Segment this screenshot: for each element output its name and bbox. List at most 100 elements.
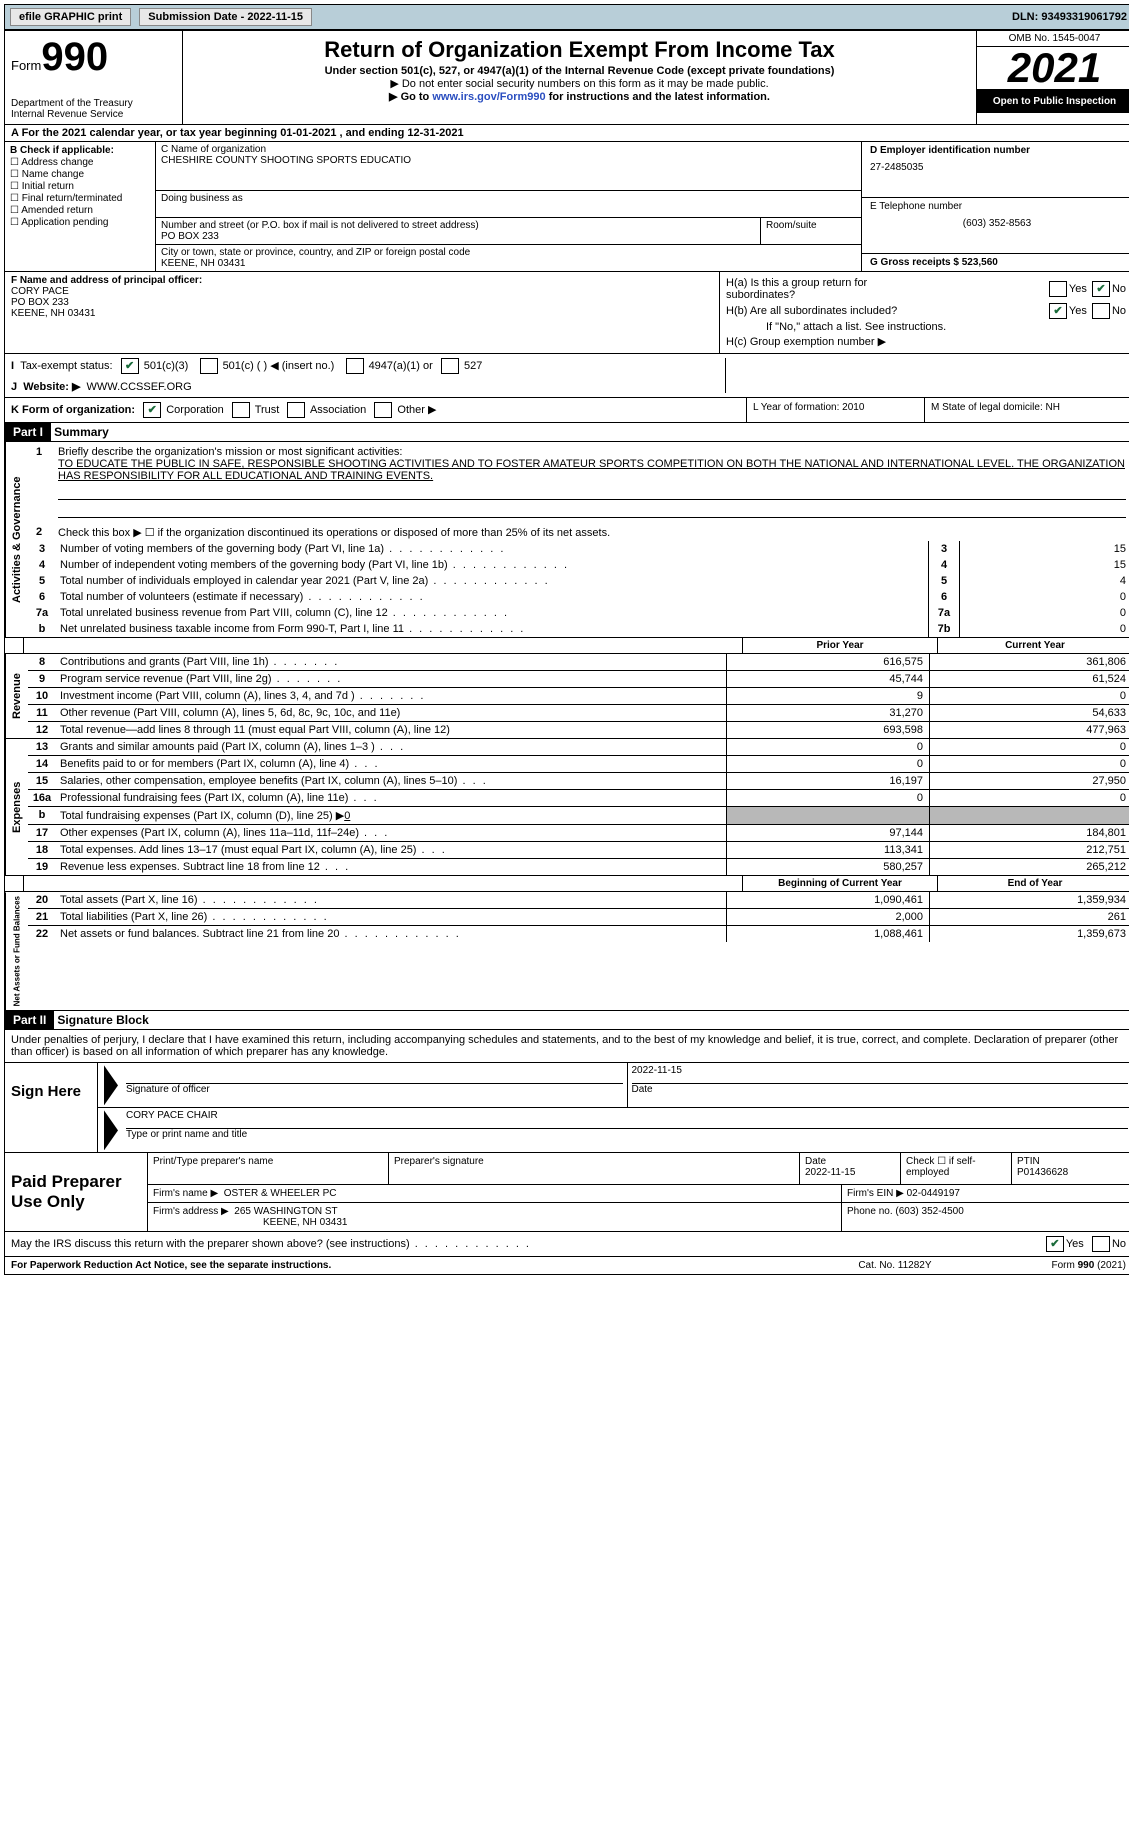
expense-line-16a: 16aProfessional fundraising fees (Part I… [28, 790, 1129, 807]
revenue-line-8: 8Contributions and grants (Part VIII, li… [28, 654, 1129, 671]
h-section: H(a) Is this a group return for subordin… [720, 272, 1129, 353]
phone-value: (603) 352-8563 [870, 218, 1124, 229]
expense-line-16b: bTotal fundraising expenses (Part IX, co… [28, 807, 1129, 825]
gross-cell: G Gross receipts $ 523,560 [862, 254, 1129, 271]
expense-line-14: 14Benefits paid to or for members (Part … [28, 756, 1129, 773]
chk-corp[interactable]: ✔ [143, 402, 161, 418]
city-value: KEENE, NH 03431 [161, 258, 856, 269]
chk-501c3[interactable]: ✔ [121, 358, 139, 374]
chk-other[interactable] [374, 402, 392, 418]
ptin-label: PTIN [1017, 1156, 1127, 1167]
officer-sig-label: Signature of officer [126, 1084, 623, 1095]
sig-date: 2022-11-15 [632, 1065, 1129, 1084]
vtab-netassets: Net Assets or Fund Balances [5, 892, 28, 1010]
officer-cell: F Name and address of principal officer:… [5, 272, 720, 353]
col-b-title: B Check if applicable: [10, 145, 150, 156]
end-year-hdr: End of Year [938, 876, 1129, 891]
goto-post: for instructions and the latest informat… [546, 91, 770, 103]
ha-no[interactable]: ✔ [1092, 281, 1110, 297]
hb-note: If "No," attach a list. See instructions… [726, 321, 1126, 333]
begin-year-hdr: Beginning of Current Year [743, 876, 938, 891]
part1-badge: Part I [5, 423, 51, 441]
irs-link[interactable]: www.irs.gov/Form990 [432, 91, 545, 103]
discuss-yes[interactable]: ✔ [1046, 1236, 1064, 1252]
line-2: 2 Check this box ▶ ☐ if the organization… [28, 522, 1129, 541]
self-employed-chk[interactable]: Check ☐ if self-employed [901, 1153, 1012, 1184]
form-word: Form [11, 58, 41, 73]
chk-527[interactable] [441, 358, 459, 374]
summary-line-7a: 7aTotal unrelated business revenue from … [28, 605, 1129, 621]
summary-line-5: 5Total number of individuals employed in… [28, 573, 1129, 589]
mission-text: TO EDUCATE THE PUBLIC IN SAFE, RESPONSIB… [58, 458, 1125, 482]
dln-text: DLN: 93493319061792 [1012, 11, 1127, 23]
prior-year-hdr: Prior Year [743, 638, 938, 653]
revenue-line-10: 10Investment income (Part VIII, column (… [28, 688, 1129, 705]
row-i-j: I Tax-exempt status: ✔ 501(c)(3) 501(c) … [5, 354, 1129, 398]
netassets-line-22: 22Net assets or fund balances. Subtract … [28, 926, 1129, 942]
ha-yes[interactable] [1049, 281, 1067, 297]
summary-line-6: 6Total number of volunteers (estimate if… [28, 589, 1129, 605]
expense-line-19: 19Revenue less expenses. Subtract line 1… [28, 859, 1129, 875]
page-footer: For Paperwork Reduction Act Notice, see … [5, 1257, 1129, 1274]
chk-assoc[interactable] [287, 402, 305, 418]
column-b: B Check if applicable: ☐ Address change … [5, 142, 156, 271]
chk-final[interactable]: ☐ Final return/terminated [10, 193, 150, 204]
tax-status-label: Tax-exempt status: [20, 360, 112, 372]
chk-trust[interactable] [232, 402, 250, 418]
goto-pre: ▶ Go to [389, 91, 432, 103]
firm-ein-label: Firm's EIN ▶ [847, 1188, 904, 1199]
submission-date-button[interactable]: Submission Date - 2022-11-15 [139, 8, 312, 26]
prep-date-label: Date [805, 1156, 895, 1167]
sig-arrow-icon [104, 1065, 118, 1105]
phone-label: E Telephone number [870, 201, 1124, 212]
netassets-line-20: 20Total assets (Part X, line 16)1,090,46… [28, 892, 1129, 909]
current-year-hdr: Current Year [938, 638, 1129, 653]
firm-addr-label: Firm's address ▶ [153, 1206, 229, 1217]
sig-date-label: Date [632, 1084, 1129, 1095]
header-right: OMB No. 1545-0047 2021 Open to Public In… [976, 31, 1129, 124]
form-number: 990 [41, 35, 108, 79]
dept-treasury: Department of the Treasury [11, 98, 176, 109]
open-inspection: Open to Public Inspection [977, 90, 1129, 113]
chk-pending[interactable]: ☐ Application pending [10, 217, 150, 228]
ein-value: 27-2485035 [870, 162, 1124, 173]
line2-text: Check this box ▶ ☐ if the organization d… [58, 527, 610, 539]
expenses-block: Expenses 13Grants and similar amounts pa… [5, 739, 1129, 876]
chk-name[interactable]: ☐ Name change [10, 169, 150, 180]
sign-here-block: Sign Here Signature of officer 2022-11-1… [5, 1063, 1129, 1153]
dba-label: Doing business as [161, 193, 856, 204]
printed-name-label: Type or print name and title [126, 1129, 1128, 1140]
hb-yes[interactable]: ✔ [1049, 303, 1067, 319]
expense-line-13: 13Grants and similar amounts paid (Part … [28, 739, 1129, 756]
firm-name-label: Firm's name ▶ [153, 1188, 218, 1199]
officer-sig-line [126, 1065, 623, 1084]
org-name-label: C Name of organization [161, 144, 856, 155]
hb-no[interactable] [1092, 303, 1110, 319]
paid-preparer-block: Paid Preparer Use Only Print/Type prepar… [5, 1153, 1129, 1232]
revenue-line-9: 9Program service revenue (Part VIII, lin… [28, 671, 1129, 688]
governance-block: Activities & Governance 1 Briefly descri… [5, 442, 1129, 638]
chk-4947[interactable] [346, 358, 364, 374]
street-label: Number and street (or P.O. box if mail i… [161, 220, 755, 231]
state-domicile: M State of legal domicile: NH [925, 398, 1129, 422]
header-left: Form990 Department of the Treasury Inter… [5, 31, 183, 124]
form-header: Form990 Department of the Treasury Inter… [5, 31, 1129, 125]
chk-initial[interactable]: ☐ Initial return [10, 181, 150, 192]
footer-mid: Cat. No. 11282Y [858, 1260, 931, 1271]
tax-year: 2021 [977, 47, 1129, 90]
part1-title: Summary [54, 425, 109, 439]
blank-2 [58, 502, 1126, 518]
efile-print-button[interactable]: efile GRAPHIC print [10, 8, 131, 26]
discuss-no[interactable] [1092, 1236, 1110, 1252]
firm-ein: 02-0449197 [907, 1188, 960, 1199]
chk-501c[interactable] [200, 358, 218, 374]
chk-address[interactable]: ☐ Address change [10, 157, 150, 168]
netassets-line-21: 21Total liabilities (Part X, line 26)2,0… [28, 909, 1129, 926]
room-cell: Room/suite [761, 218, 861, 244]
firm-addr2: KEENE, NH 03431 [263, 1217, 348, 1228]
website-label: Website: ▶ [23, 381, 80, 393]
mission-label: Briefly describe the organization's miss… [58, 446, 402, 458]
chk-amended[interactable]: ☐ Amended return [10, 205, 150, 216]
vtab-expenses: Expenses [5, 739, 28, 875]
revenue-block: Revenue 8Contributions and grants (Part … [5, 654, 1129, 739]
